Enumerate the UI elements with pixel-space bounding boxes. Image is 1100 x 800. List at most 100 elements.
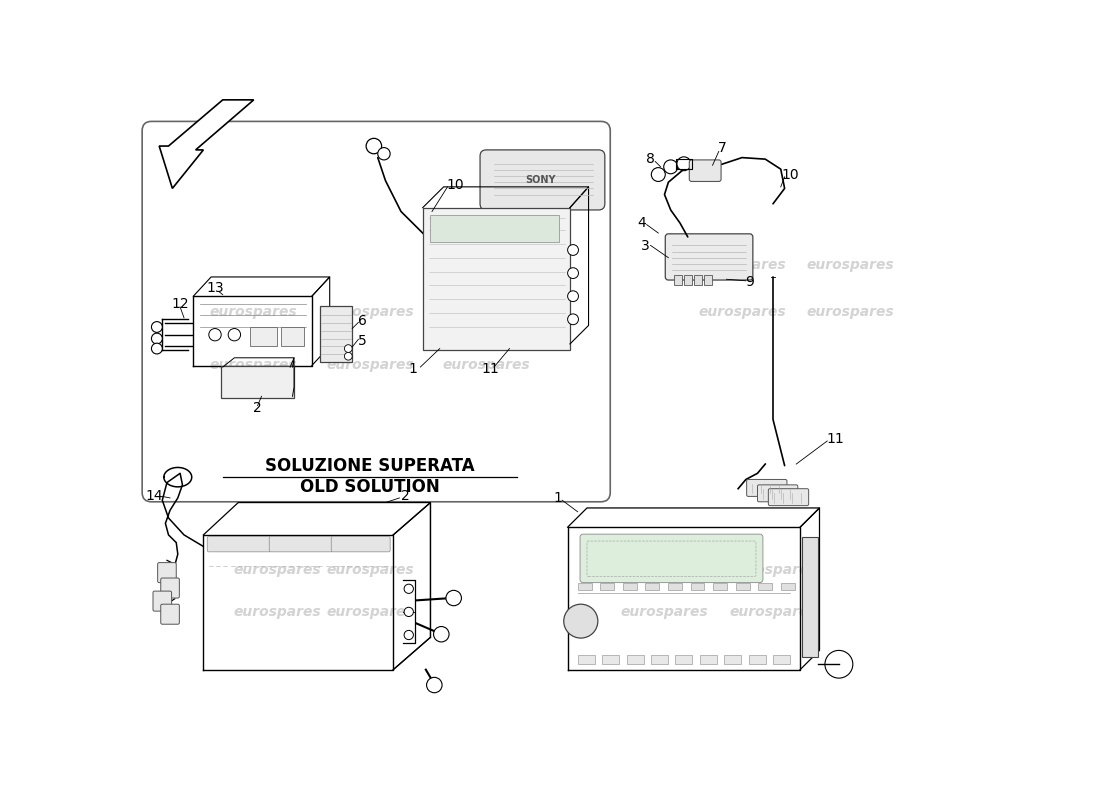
Text: 5: 5	[358, 334, 366, 348]
Bar	[781, 582, 794, 590]
Text: eurospares: eurospares	[620, 605, 708, 619]
Bar	[704, 275, 712, 285]
Circle shape	[663, 160, 678, 174]
Circle shape	[563, 604, 597, 638]
Text: eurospares: eurospares	[806, 305, 894, 318]
Text: 8: 8	[646, 152, 654, 166]
Circle shape	[228, 329, 241, 341]
Text: eurospares: eurospares	[233, 605, 321, 619]
FancyBboxPatch shape	[758, 485, 798, 502]
Bar	[773, 655, 790, 664]
Bar	[601, 582, 614, 590]
FancyBboxPatch shape	[666, 234, 752, 280]
Text: 9: 9	[746, 275, 755, 290]
FancyBboxPatch shape	[768, 489, 808, 506]
Text: 10: 10	[447, 178, 464, 191]
Text: 4: 4	[637, 216, 646, 230]
Bar	[430, 215, 559, 242]
Circle shape	[209, 329, 221, 341]
Text: 13: 13	[206, 282, 223, 295]
Text: eurospares: eurospares	[327, 562, 414, 577]
Text: 2: 2	[400, 490, 409, 503]
FancyBboxPatch shape	[690, 160, 722, 182]
FancyBboxPatch shape	[580, 534, 763, 582]
Text: eurospares: eurospares	[698, 258, 785, 273]
Bar	[694, 275, 702, 285]
Bar	[803, 538, 818, 657]
Bar	[578, 655, 595, 664]
Circle shape	[344, 345, 352, 353]
Bar	[713, 582, 727, 590]
Bar	[646, 582, 659, 590]
Circle shape	[404, 630, 414, 640]
Text: eurospares: eurospares	[729, 605, 817, 619]
FancyBboxPatch shape	[157, 562, 176, 582]
Circle shape	[568, 314, 579, 325]
Circle shape	[404, 607, 414, 617]
FancyBboxPatch shape	[480, 150, 605, 210]
Text: eurospares: eurospares	[442, 358, 530, 373]
Text: eurospares: eurospares	[620, 562, 708, 577]
FancyBboxPatch shape	[270, 537, 333, 552]
Bar	[700, 655, 717, 664]
Text: eurospares: eurospares	[327, 605, 414, 619]
Text: 2: 2	[253, 401, 262, 415]
Circle shape	[568, 291, 579, 302]
Text: 6: 6	[358, 314, 366, 328]
Polygon shape	[160, 100, 254, 188]
Circle shape	[427, 678, 442, 693]
Text: eurospares: eurospares	[806, 258, 894, 273]
Circle shape	[152, 333, 163, 344]
Bar	[758, 582, 772, 590]
Bar	[651, 655, 668, 664]
FancyBboxPatch shape	[142, 122, 610, 502]
Text: SONY: SONY	[526, 175, 556, 185]
Circle shape	[825, 650, 852, 678]
FancyBboxPatch shape	[153, 591, 172, 611]
Circle shape	[152, 322, 163, 332]
FancyBboxPatch shape	[161, 604, 179, 624]
Circle shape	[366, 138, 382, 154]
Circle shape	[446, 590, 462, 606]
Circle shape	[344, 353, 352, 360]
Bar	[684, 275, 692, 285]
Bar	[578, 582, 592, 590]
Circle shape	[568, 245, 579, 255]
Circle shape	[404, 584, 414, 594]
Text: 3: 3	[640, 239, 649, 253]
FancyBboxPatch shape	[331, 537, 390, 552]
Text: eurospares: eurospares	[210, 305, 298, 318]
FancyBboxPatch shape	[747, 479, 786, 496]
Text: eurospares: eurospares	[327, 358, 414, 373]
Circle shape	[651, 168, 666, 182]
Circle shape	[377, 147, 390, 160]
Text: eurospares: eurospares	[233, 562, 321, 577]
Circle shape	[568, 268, 579, 278]
Bar	[736, 582, 749, 590]
Text: 1: 1	[408, 362, 417, 376]
Text: 14: 14	[145, 490, 164, 503]
Bar	[320, 306, 352, 362]
Bar	[250, 327, 277, 346]
Text: SOLUZIONE SUPERATA: SOLUZIONE SUPERATA	[265, 457, 475, 474]
Bar	[668, 582, 682, 590]
Bar	[749, 655, 766, 664]
Text: eurospares: eurospares	[442, 305, 530, 318]
FancyBboxPatch shape	[221, 366, 294, 398]
Text: eurospares: eurospares	[210, 358, 298, 373]
Text: 12: 12	[172, 297, 189, 311]
Text: 10: 10	[781, 167, 799, 182]
Text: 11: 11	[826, 432, 844, 446]
Text: 7: 7	[718, 142, 727, 155]
Bar	[602, 655, 619, 664]
Bar	[674, 275, 682, 285]
Bar	[691, 582, 704, 590]
Bar	[627, 655, 644, 664]
Bar	[724, 655, 741, 664]
Circle shape	[676, 157, 691, 170]
Bar	[623, 582, 637, 590]
Text: eurospares: eurospares	[729, 562, 817, 577]
Text: eurospares: eurospares	[698, 305, 785, 318]
Text: OLD SOLUTION: OLD SOLUTION	[300, 478, 440, 496]
Circle shape	[152, 343, 163, 354]
